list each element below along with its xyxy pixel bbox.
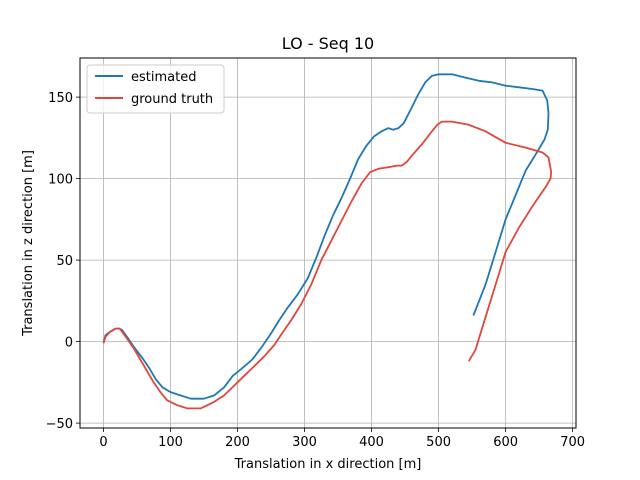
legend-label-estimated: estimated [131, 70, 196, 85]
x-tick-label: 700 [560, 435, 585, 450]
x-tick-label: 100 [158, 435, 183, 450]
x-tick-label: 200 [225, 435, 250, 450]
x-tick-label: 500 [426, 435, 451, 450]
x-tick-label: 0 [99, 435, 107, 450]
y-tick-label: 100 [48, 173, 73, 188]
y-axis-label: Translation in z direction [m] [21, 150, 36, 337]
series-line-ground-truth [102, 120, 553, 410]
x-axis: 0 100 200 300 400 500 600 700 [99, 428, 585, 450]
legend-label-ground-truth: ground truth [131, 92, 213, 107]
x-tick-label: 600 [493, 435, 518, 450]
series-lines [102, 73, 553, 410]
x-axis-label: Translation in x direction [m] [234, 457, 422, 472]
series-line-estimated [102, 73, 550, 400]
y-tick-label: 150 [48, 91, 73, 106]
chart-title: LO - Seq 10 [282, 34, 374, 53]
y-tick-label: −50 [46, 417, 73, 432]
y-tick-label: 50 [56, 254, 73, 269]
y-tick-label: 0 [65, 336, 73, 351]
y-axis: −50 0 50 100 150 [46, 91, 80, 432]
plot-frame [79, 57, 577, 429]
x-tick-label: 400 [359, 435, 384, 450]
x-tick-label: 300 [292, 435, 317, 450]
legend: estimated ground truth [86, 64, 225, 114]
